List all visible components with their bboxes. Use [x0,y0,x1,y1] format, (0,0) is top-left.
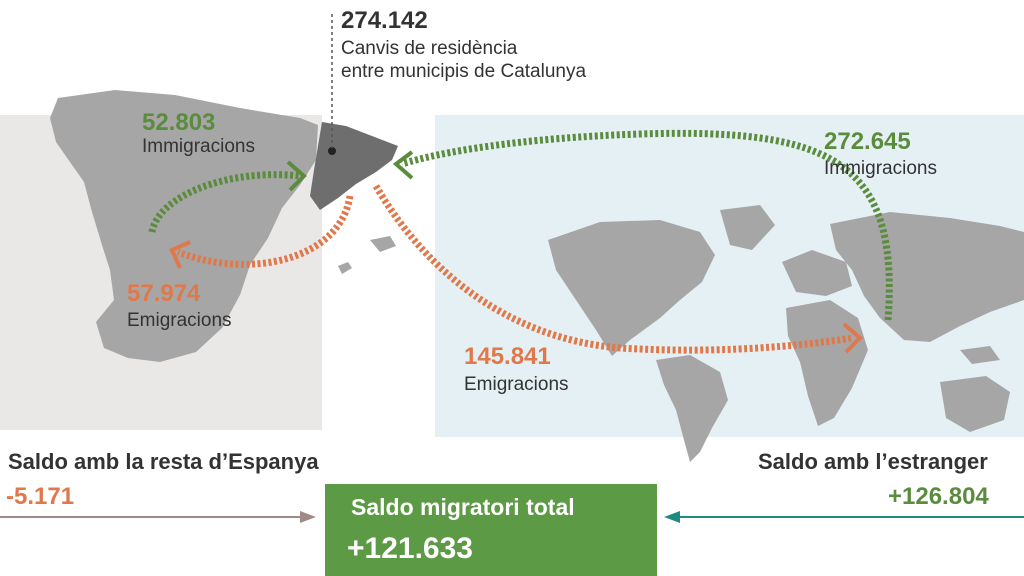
barcelona-dot-icon [328,147,336,155]
spain-map-icon [50,90,318,362]
saldo-spain-label: Saldo amb la resta d’Espanya [8,449,319,474]
arrow-head-icon [392,150,414,180]
abroad-immigration-label: Immigracions [824,158,937,179]
abroad-immigration-arrow [400,129,893,321]
catalonia-map-icon [310,122,398,210]
abroad-emigration-value: 145.841 [464,343,551,370]
saldo-abroad-value: +126.804 [888,483,989,510]
arrow-head-icon [286,160,307,192]
world-map-icon [548,205,1024,462]
spain-immigration-value: 52.803 [142,109,216,136]
arrow-head-icon [169,240,191,269]
total-saldo-value: +121.633 [347,532,473,565]
balearic-islands-icon [338,236,396,274]
total-saldo-box: Saldo migratori total +121.633 [325,484,657,576]
abroad-emigration-arrow [372,184,853,354]
saldo-abroad-label: Saldo amb l’estranger [758,449,988,474]
spain-immigration-arrow [148,171,301,233]
arrow-head-icon [300,511,316,523]
spain-immigration-label: Immigracions [142,136,255,157]
abroad-emigration-label: Emigracions [464,374,569,395]
intra-line-2: entre municipis de Catalunya [341,61,587,82]
arrow-head-icon [664,511,680,523]
total-saldo-label: Saldo migratori total [351,494,575,520]
spain-emigration-label: Emigracions [127,310,232,331]
saldo-spain-value: -5.171 [6,483,75,510]
arrow-head-icon [842,322,863,354]
intra-value: 274.142 [341,7,428,34]
intra-line-1: Canvis de residència [341,38,518,59]
spain-emigration-value: 57.974 [127,280,201,307]
abroad-immigration-value: 272.645 [824,128,911,155]
spain-emigration-arrow [176,195,354,268]
